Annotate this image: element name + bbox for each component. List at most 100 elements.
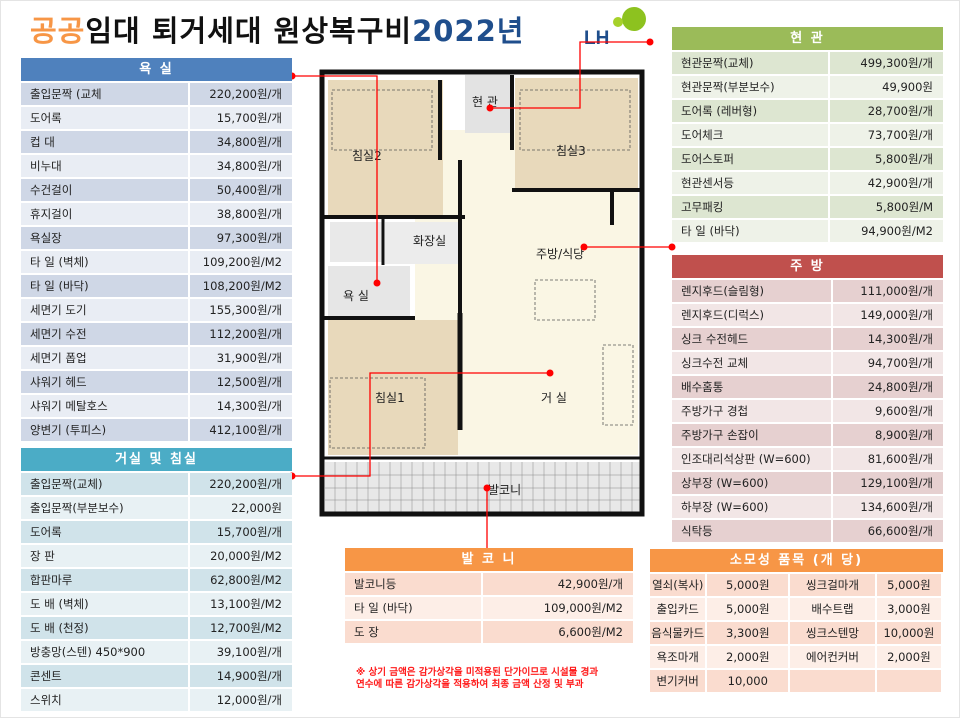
kitchen-table: 주 방 렌지후드(슬림형) 111,000원/개 렌지후드(디럭스) 149,000원/… <box>672 255 943 544</box>
item-price: 97,300원/개 <box>216 231 282 245</box>
table-row: 렌지후드(디럭스) 149,000원/개 <box>672 304 943 326</box>
item-name: 세면기 도기 <box>21 299 190 321</box>
callout-dot-balcony <box>483 484 491 492</box>
item-name: 주방가구 경첩 <box>672 400 833 422</box>
item-name: 양변기 (투피스) <box>21 419 190 441</box>
table-row: 욕실장 97,300원/개 <box>21 227 292 249</box>
item-name: 렌지후드(디럭스) <box>672 304 833 326</box>
item-name: 상부장 (W=600) <box>672 472 833 494</box>
item-price: 129,100원/개 <box>860 476 933 490</box>
entrance-table: 현 관 현관문짝(교체) 499,300원/개 현관문짝(부분보수) 49,900원 도어… <box>672 27 943 244</box>
item-name: 에어컨커버 <box>790 646 877 668</box>
item-price: 39,100원/개 <box>216 645 282 659</box>
item-name: 비누대 <box>21 155 190 177</box>
table-row: 주방가구 손잡이 8,900원/개 <box>672 424 943 446</box>
item-price: 109,000원/M2 <box>543 601 623 615</box>
table-row: 고무패킹 5,800원/M <box>672 196 943 218</box>
item-name: 출입카드 <box>650 598 708 620</box>
item-name: 샤워기 메탈호스 <box>21 395 190 417</box>
item-name: 도어록 <box>21 107 190 129</box>
table-row: 출입문짝 (교체 220,200원/개 <box>21 83 292 105</box>
item-price: 134,600원/개 <box>860 500 933 514</box>
item-name: 변기커버 <box>650 670 708 692</box>
table-row: 도 배 (벽체) 13,100원/M2 <box>21 593 292 615</box>
callout-dot-entrance <box>646 38 654 46</box>
item-name: 발코니등 <box>345 573 483 595</box>
item-name: 도 배 (벽체) <box>21 593 190 615</box>
table-row: 욕조마개 2,000원 에어컨커버 2,000원 <box>650 646 943 668</box>
table-row: 도 배 (천정) 12,700원/M2 <box>21 617 292 639</box>
room-label-balcony: 발코니 <box>488 483 521 497</box>
title-highlight: 공공 <box>30 14 86 48</box>
item-price: 15,700원/개 <box>216 111 282 125</box>
item-price: 5,800원/개 <box>875 152 933 166</box>
item-name: 도 장 <box>345 621 483 643</box>
item-name: 하부장 (W=600) <box>672 496 833 518</box>
room-label-bedroom1: 침실1 <box>375 391 405 405</box>
item-name: 주방가구 손잡이 <box>672 424 833 446</box>
balcony-header: 발 코 니 <box>345 548 633 571</box>
table-row: 도어록 15,700원/개 <box>21 107 292 129</box>
callout-dot-kitchen <box>668 243 676 251</box>
depreciation-note: ※ 상기 금액은 감가상각을 미적용된 단가이므로 시설물 경과 연수에 따른 … <box>356 667 626 691</box>
item-price: 499,300원/개 <box>860 56 933 70</box>
table-row: 변기커버 10,000 <box>650 670 943 692</box>
item-price: 14,300원/개 <box>867 332 933 346</box>
item-price: 62,800원/M2 <box>210 573 282 587</box>
item-price: 34,800원/개 <box>216 159 282 173</box>
item-price: 2,000원 <box>877 646 943 668</box>
table-row: 방충망(스텐) 450*900 39,100원/개 <box>21 641 292 663</box>
item-name: 음식물카드 <box>650 622 708 644</box>
living-bedroom-table: 거실 및 침실 출입문짝(교체) 220,200원/개 출입문짝(부분보수) 22,00… <box>21 448 292 713</box>
item-name: 욕실장 <box>21 227 190 249</box>
table-row: 주방가구 경첩 9,600원/개 <box>672 400 943 422</box>
table-row: 타 일 (벽체) 109,200원/M2 <box>21 251 292 273</box>
item-name: 배수트랩 <box>790 598 877 620</box>
bathroom-table: 욕 실 출입문짝 (교체 220,200원/개 도어록 15,700원/개 컵 대 34,8… <box>21 58 292 443</box>
item-name: 타 일 (바닥) <box>21 275 190 297</box>
table-row: 타 일 (바닥) 94,900원/M2 <box>672 220 943 242</box>
item-name: 샤워기 헤드 <box>21 371 190 393</box>
item-name: 렌지후드(슬림형) <box>672 280 833 302</box>
table-row: 도어스토퍼 5,800원/개 <box>672 148 943 170</box>
table-row: 하부장 (W=600) 134,600원/개 <box>672 496 943 518</box>
item-name: 스위치 <box>21 689 190 711</box>
room-label-bathroom: 욕 실 <box>343 289 369 303</box>
item-name: 방충망(스텐) 450*900 <box>21 641 190 663</box>
item-price: 73,700원/개 <box>867 128 933 142</box>
kitchen-header: 주 방 <box>672 255 943 278</box>
item-name: 세면기 수전 <box>21 323 190 345</box>
item-price: 12,700원/M2 <box>210 621 282 635</box>
item-name: 욕조마개 <box>650 646 708 668</box>
item-price: 3,300원 <box>707 622 791 644</box>
lh-logo: LH <box>584 7 646 48</box>
room-label-kitchen: 주방/식당 <box>536 247 584 261</box>
table-row: 열쇠(복사) 5,000원 씽크걸마개 5,000원 <box>650 574 943 596</box>
table-row: 인조대리석상판 (W=600) 81,600원/개 <box>672 448 943 470</box>
table-row: 현관센서등 42,900원/개 <box>672 172 943 194</box>
title-main: 임대 퇴거세대 원상복구비 <box>85 14 413 48</box>
item-name <box>790 670 877 692</box>
item-price: 5,000원 <box>707 598 791 620</box>
item-price: 220,200원/개 <box>209 477 282 491</box>
item-name: 현관문짝(교체) <box>672 52 830 74</box>
item-price: 13,100원/M2 <box>210 597 282 611</box>
table-row: 도어록 (레버형) 28,700원/개 <box>672 100 943 122</box>
item-name: 컵 대 <box>21 131 190 153</box>
item-price: 220,200원/개 <box>209 87 282 101</box>
item-price: 20,000원/M2 <box>210 549 282 563</box>
consumables-table: 소모성 품목 (개 당) 열쇠(복사) 5,000원 씽크걸마개 5,000원 출입카드 5… <box>650 549 943 694</box>
table-row: 렌지후드(슬림형) 111,000원/개 <box>672 280 943 302</box>
living-header: 거실 및 침실 <box>21 448 292 471</box>
room-label-bedroom2: 침실2 <box>352 149 382 163</box>
svg-text:LH: LH <box>584 28 609 48</box>
note-line-2: 연수에 따른 감가상각을 적용하여 최종 금액 산정 및 부과 <box>356 679 584 690</box>
table-row: 현관문짝(교체) 499,300원/개 <box>672 52 943 74</box>
item-name: 씽크스텐망 <box>790 622 877 644</box>
item-price: 9,600원/개 <box>875 404 933 418</box>
item-name: 도어체크 <box>672 124 830 146</box>
consumable-header: 소모성 품목 (개 당) <box>650 549 943 572</box>
item-name: 배수홈통 <box>672 376 833 398</box>
item-name: 열쇠(복사) <box>650 574 708 596</box>
